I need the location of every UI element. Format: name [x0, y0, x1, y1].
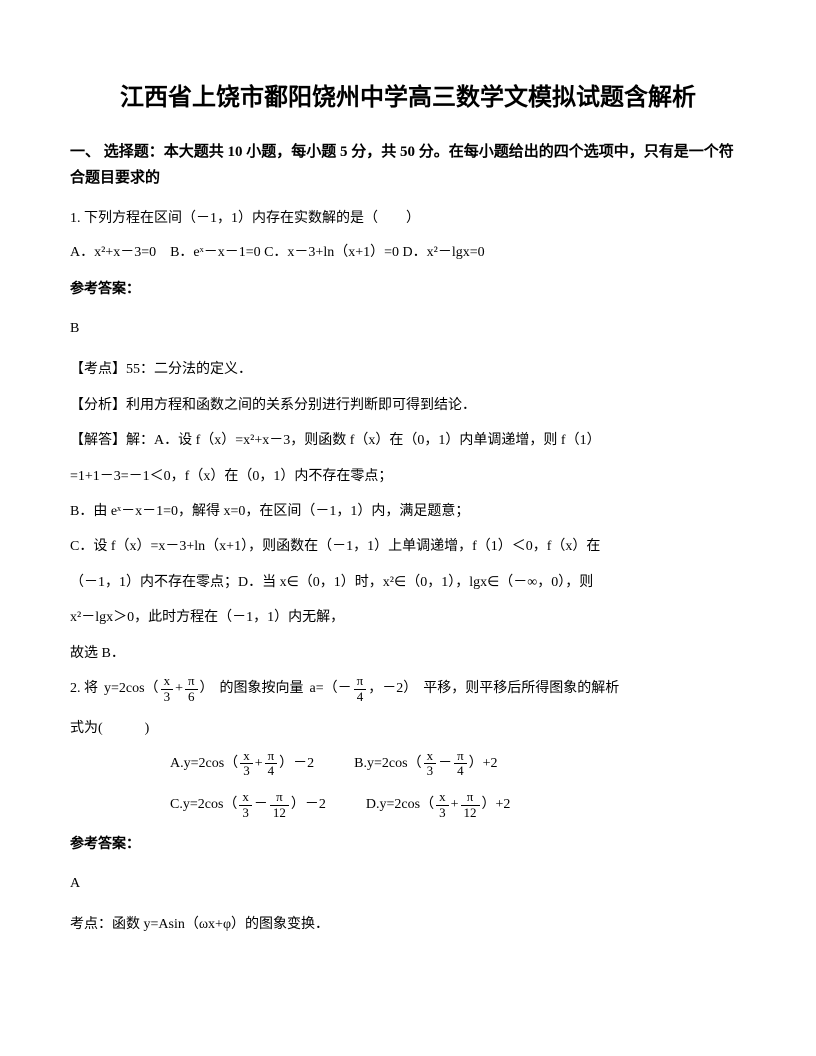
- section-heading: 一、 选择题：本大题共 10 小题，每小题 5 分，共 50 分。在每小题给出的…: [70, 140, 746, 191]
- q1-options: A．x²+x－3=0 B．eˣ－x－1=0 C．x－3+ln（x+1）=0 D．…: [70, 239, 746, 267]
- document-title: 江西省上饶市鄱阳饶州中学高三数学文模拟试题含解析: [70, 80, 746, 116]
- q2-expr1: y=2cos（x3+π6）: [104, 674, 214, 705]
- optD-label: D.: [366, 792, 380, 817]
- q2-answer-label: 参考答案：: [70, 832, 746, 857]
- q1-solve1: 【解答】解：A．设 f（x）=x²+x－3，则函数 f（x）在（0，1）内单调递…: [70, 426, 746, 455]
- q2-point: 考点：函数 y=Asin（ωx+φ）的图象变换．: [70, 910, 746, 939]
- q1-solve2: =1+1－3=－1＜0，f（x）在（0，1）内不存在零点；: [70, 462, 746, 491]
- q1-solve4: C．设 f（x）=x－3+ln（x+1），则函数在（－1，1）上单调递增，f（1…: [70, 532, 746, 561]
- q1-answer: B: [70, 316, 746, 341]
- q2-suffix: 式为( ): [70, 715, 746, 743]
- q1-solve5: （－1，1）内不存在零点；D．当 x∈（0，1）时，x²∈（0，1），lgx∈（…: [70, 568, 746, 597]
- q2-optD: D. y=2cos（x3+π12）+2: [366, 790, 511, 820]
- optB-label: B.: [354, 751, 367, 776]
- q1-solve6: x²－lgx＞0，此时方程在（－1，1）内无解，: [70, 603, 746, 632]
- q1-solve7: 故选 B．: [70, 639, 746, 668]
- q1-stem: 1. 下列方程在区间（－1，1）内存在实数解的是（ ）: [70, 205, 746, 233]
- q2-prefix: 2. 将: [70, 674, 98, 705]
- q2-optB: B. y=2cos（x3－π4）+2: [354, 749, 497, 779]
- q2-optC: C. y=2cos（x3－π12）－2: [170, 790, 326, 820]
- q2-optA: A. y=2cos（x3+π4）－2: [170, 749, 314, 779]
- q2-mid2: 平移，则平移后所得图象的解析: [423, 674, 619, 705]
- q2-choices-row2: C. y=2cos（x3－π12）－2 D. y=2cos（x3+π12）+2: [70, 790, 746, 820]
- q2-expr2: a=（－π4，－2）: [310, 674, 418, 705]
- q1-point: 【考点】55：二分法的定义．: [70, 355, 746, 384]
- optC-expr: y=2cos（x3－π12）－2: [183, 790, 326, 820]
- q1-answer-label: 参考答案：: [70, 277, 746, 302]
- optC-label: C.: [170, 792, 183, 817]
- q1-analysis: 【分析】利用方程和函数之间的关系分别进行判断即可得到结论．: [70, 391, 746, 420]
- optA-label: A.: [170, 751, 184, 776]
- q1-solve3: B．由 eˣ－x－1=0，解得 x=0，在区间（－1，1）内，满足题意；: [70, 497, 746, 526]
- optB-expr: y=2cos（x3－π4）+2: [367, 749, 498, 779]
- optA-expr: y=2cos（x3+π4）－2: [184, 749, 315, 779]
- optD-expr: y=2cos（x3+π12）+2: [380, 790, 511, 820]
- q2-choices-row1: A. y=2cos（x3+π4）－2 B. y=2cos（x3－π4）+2: [70, 749, 746, 779]
- q2-mid1: 的图象按向量: [220, 674, 304, 705]
- q2-answer: A: [70, 871, 746, 896]
- q2-stem: 2. 将 y=2cos（x3+π6） 的图象按向量 a=（－π4，－2） 平移，…: [70, 674, 746, 705]
